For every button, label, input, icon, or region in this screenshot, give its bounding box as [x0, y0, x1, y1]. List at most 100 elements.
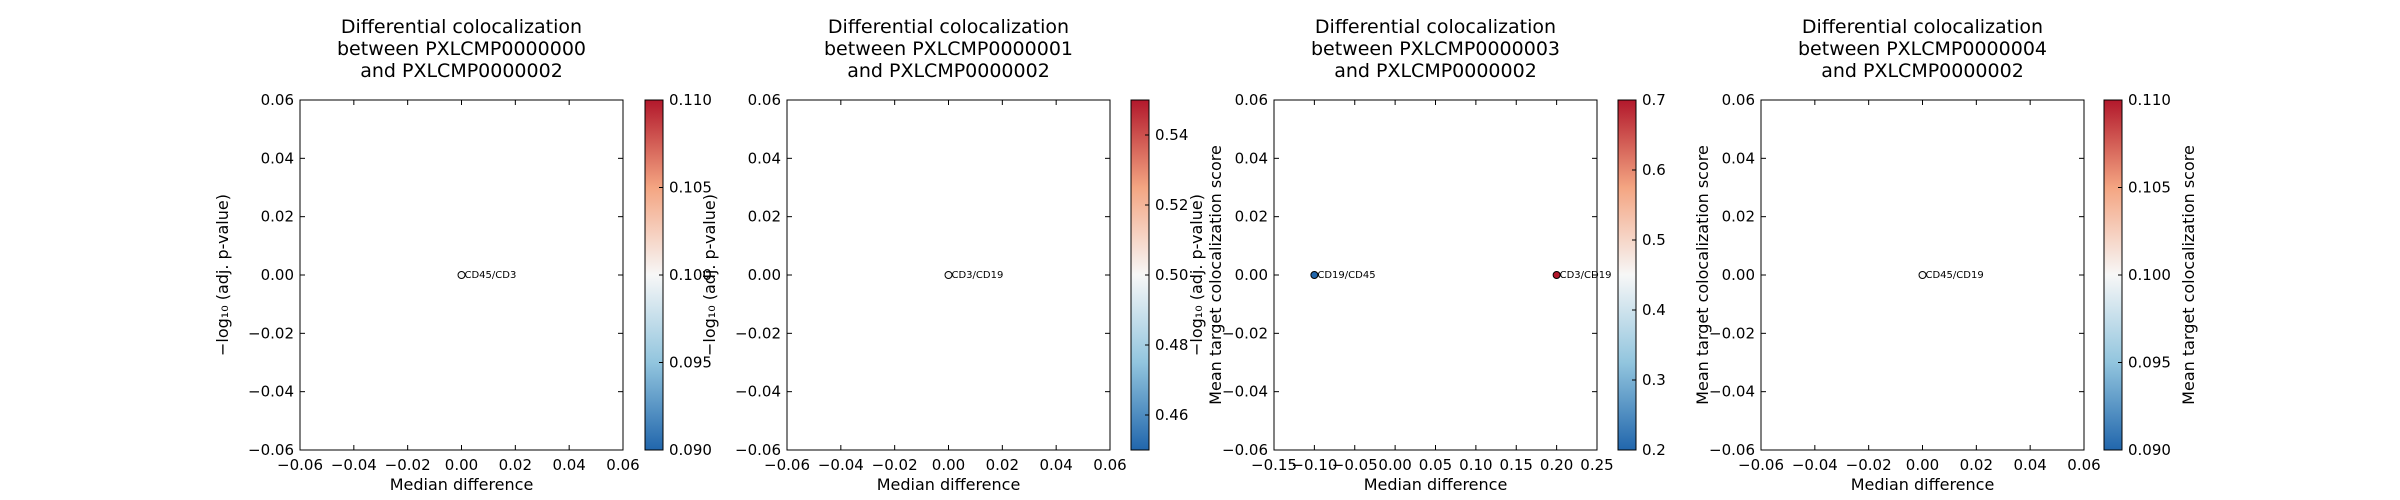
x-axis-label: Median difference — [390, 475, 534, 494]
colorbar-tick-label: 0.2 — [1642, 441, 1666, 459]
colorbar-tick-label: 0.5 — [1642, 231, 1666, 249]
chart-title-line: Differential colocalization — [1315, 16, 1556, 38]
y-tick-label: 0.04 — [748, 149, 781, 167]
y-tick-label: −0.02 — [1709, 324, 1755, 342]
x-tick-label: −0.02 — [1846, 456, 1892, 474]
colorbar-label: Mean target colocalization score — [2179, 145, 2198, 405]
y-tick-label: −0.06 — [1222, 441, 1268, 459]
x-tick-label: −0.02 — [385, 456, 431, 474]
point-label: CD19/CD45 — [1317, 270, 1375, 281]
x-tick-label: 0.00 — [932, 456, 965, 474]
chart-title-line: Differential colocalization — [341, 16, 582, 38]
x-tick-label: 0.10 — [1459, 456, 1492, 474]
y-tick-label: −0.02 — [735, 324, 781, 342]
x-tick-label: 0.00 — [1906, 456, 1939, 474]
colorbar-tick-label: 0.090 — [2128, 441, 2171, 459]
chart-title-line: between PXLCMP0000003 — [1311, 38, 1560, 60]
y-tick-label: −0.06 — [735, 441, 781, 459]
y-tick-label: −0.02 — [1222, 324, 1268, 342]
data-point — [1918, 271, 1927, 279]
colorbar-tick-label: 0.095 — [2128, 354, 2171, 372]
y-tick-label: −0.04 — [248, 383, 294, 401]
x-tick-label: −0.06 — [764, 456, 810, 474]
chart-title-line: and PXLCMP0000002 — [1334, 60, 1537, 82]
y-tick-label: 0.00 — [261, 266, 294, 284]
x-tick-label: 0.05 — [1419, 456, 1452, 474]
colorbar-tick-label: 0.6 — [1642, 161, 1666, 179]
y-axis-label: −log₁₀ (adj. p-value) — [213, 194, 232, 356]
x-tick-label: 0.06 — [1093, 456, 1126, 474]
data-point — [1310, 271, 1319, 279]
point-label: CD45/CD3 — [465, 270, 517, 281]
colorbar — [1617, 99, 1637, 451]
chart-title-line: between PXLCMP0000004 — [1798, 38, 2047, 60]
y-tick-label: −0.02 — [248, 324, 294, 342]
chart-title-line: and PXLCMP0000002 — [360, 60, 563, 82]
y-tick-label: 0.00 — [748, 266, 781, 284]
x-tick-label: 0.02 — [986, 456, 1019, 474]
point-label: CD45/CD19 — [1926, 270, 1984, 281]
y-tick-label: −0.04 — [1709, 383, 1755, 401]
x-tick-label: 0.02 — [1960, 456, 1993, 474]
x-tick-label: 0.06 — [606, 456, 639, 474]
colorbar-tick-label: 0.100 — [669, 266, 712, 284]
data-point — [457, 271, 466, 279]
colorbar-tick-label: 0.4 — [1642, 301, 1666, 319]
chart-title-line: Differential colocalization — [828, 16, 1069, 38]
y-tick-label: 0.04 — [1235, 149, 1268, 167]
colorbar-tick-label: 0.105 — [669, 179, 712, 197]
colorbar-tick-label: 0.105 — [2128, 179, 2171, 197]
y-tick-label: 0.06 — [1235, 91, 1268, 109]
y-tick-label: 0.02 — [1235, 208, 1268, 226]
y-tick-label: 0.06 — [748, 91, 781, 109]
x-tick-label: 0.15 — [1500, 456, 1533, 474]
y-tick-label: 0.04 — [261, 149, 294, 167]
point-label: CD3/CD19 — [952, 270, 1004, 281]
y-tick-label: 0.04 — [1722, 149, 1755, 167]
y-axis-label: −log₁₀ (adj. p-value) — [1187, 194, 1206, 356]
chart-title-line: and PXLCMP0000002 — [847, 60, 1050, 82]
x-tick-label: −0.06 — [1738, 456, 1784, 474]
colorbar-tick-label: 0.110 — [669, 91, 712, 109]
y-axis-label: −log₁₀ (adj. p-value) — [700, 194, 719, 356]
colorbar-tick-label: 0.52 — [1155, 196, 1188, 214]
y-tick-label: 0.02 — [261, 208, 294, 226]
x-tick-label: −0.04 — [331, 456, 377, 474]
data-point — [944, 271, 953, 279]
y-tick-label: −0.06 — [248, 441, 294, 459]
data-point — [1552, 271, 1561, 279]
colorbar-label: Mean target colocalization score — [1206, 145, 1225, 405]
y-tick-label: 0.06 — [1722, 91, 1755, 109]
x-tick-label: 0.04 — [552, 456, 585, 474]
y-tick-label: 0.00 — [1235, 266, 1268, 284]
x-tick-label: 0.25 — [1580, 456, 1613, 474]
colorbar-tick-label: 0.50 — [1155, 266, 1188, 284]
colorbar-label: Mean target colocalization score — [1693, 145, 1712, 405]
x-tick-label: −0.02 — [872, 456, 918, 474]
x-tick-label: 0.02 — [499, 456, 532, 474]
x-tick-label: −0.05 — [1332, 456, 1378, 474]
chart-title-line: Differential colocalization — [1802, 16, 2043, 38]
colorbar-tick-label: 0.54 — [1155, 126, 1188, 144]
x-tick-label: −0.04 — [1792, 456, 1838, 474]
x-tick-label: 0.04 — [2013, 456, 2046, 474]
x-tick-label: 0.00 — [1378, 456, 1411, 474]
y-tick-label: 0.02 — [748, 208, 781, 226]
point-label: CD3/CD19 — [1560, 270, 1612, 281]
y-tick-label: −0.04 — [735, 383, 781, 401]
x-tick-label: −0.06 — [277, 456, 323, 474]
colorbar-tick-label: 0.095 — [669, 354, 712, 372]
chart-title-line: between PXLCMP0000000 — [337, 38, 586, 60]
colorbar-tick-label: 0.46 — [1155, 406, 1188, 424]
colorbar-tick-label: 0.090 — [669, 441, 712, 459]
y-tick-label: −0.06 — [1709, 441, 1755, 459]
x-tick-label: 0.06 — [2067, 456, 2100, 474]
colorbar-tick-label: 0.110 — [2128, 91, 2171, 109]
y-tick-label: 0.06 — [261, 91, 294, 109]
colorbar-tick-label: 0.3 — [1642, 371, 1666, 389]
